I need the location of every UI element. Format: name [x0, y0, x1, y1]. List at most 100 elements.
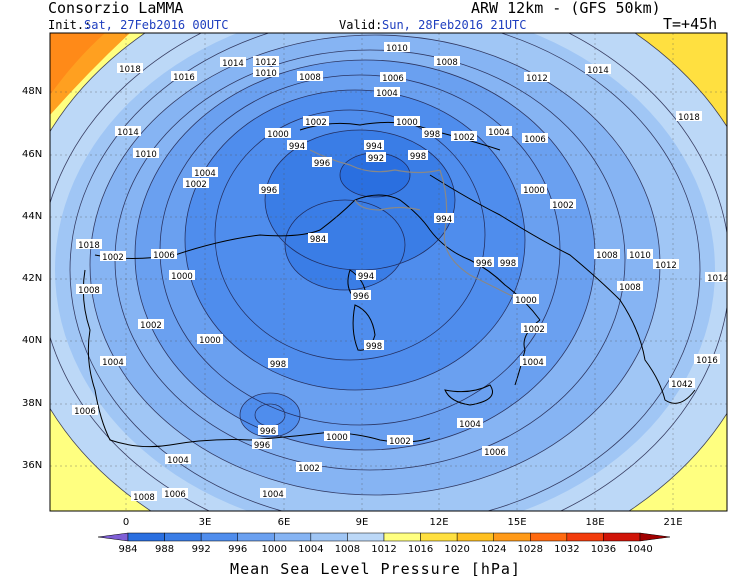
- isobar-label-bg: [192, 167, 218, 177]
- isobar-label: 994: [358, 272, 374, 282]
- isobar-label-bg: [384, 42, 410, 52]
- isobar-label-bg: [457, 418, 483, 428]
- isobar-label-bg: [115, 126, 141, 136]
- isobar-label: 1006: [153, 251, 175, 261]
- isobar-label-bg: [72, 405, 98, 415]
- colorbar-tick-label: 1040: [627, 544, 653, 555]
- isobar-label-bg: [521, 323, 547, 333]
- isobar-label: 1004: [102, 358, 124, 368]
- isobar-label: 1018: [678, 113, 700, 123]
- isobar-label-bg: [513, 294, 539, 304]
- isobar-label-bg: [486, 126, 512, 136]
- isobar-label: 1002: [552, 201, 574, 211]
- isobar-label-bg: [162, 488, 188, 498]
- isobar-label-bg: [252, 439, 272, 449]
- colorbar-swatch: [383, 532, 421, 542]
- isobar-label: 1018: [78, 241, 100, 251]
- isobar-label: 994: [289, 142, 305, 152]
- isobar-label: 1014: [707, 274, 729, 284]
- isobar-label-bg: [265, 128, 291, 138]
- colorbar-tick-label: 1004: [298, 544, 324, 555]
- isobar-label: 1002: [305, 118, 327, 128]
- colorbar-swatch: [164, 532, 202, 542]
- isobar-label: 1002: [523, 325, 545, 335]
- lat-label: 48N: [22, 86, 43, 97]
- forecast-lead: T=+45h: [663, 15, 718, 33]
- colorbar-tick-label: 988: [155, 544, 175, 555]
- isobar-label-bg: [268, 358, 288, 368]
- producer-title: Consorzio LaMMA: [48, 0, 184, 17]
- colorbar-swatch: [530, 532, 568, 542]
- isobar-label: 1004: [194, 169, 216, 179]
- isobar-label: 1000: [326, 433, 348, 443]
- isobar-label: 1008: [133, 493, 155, 503]
- isobar-label: 1006: [164, 490, 186, 500]
- isobar-label-bg: [312, 157, 332, 167]
- isobar-label-bg: [253, 56, 279, 66]
- isobar-label: 998: [366, 342, 382, 352]
- model-title: ARW 12km - (GFS 50km): [471, 0, 661, 17]
- isobar-label: 1002: [140, 321, 162, 331]
- isobar-label: 994: [366, 142, 382, 152]
- isobar-label: 1002: [453, 133, 475, 143]
- isobar-label: 1010: [386, 44, 408, 54]
- isobar-label: 998: [424, 130, 440, 140]
- isobar-label-bg: [482, 446, 508, 456]
- isobar-label-bg: [364, 340, 384, 350]
- isobar-label: 1010: [255, 69, 277, 79]
- colorbar-swatch: [603, 532, 641, 542]
- isobar-label-bg: [705, 272, 727, 282]
- colorbar-swatch: [493, 532, 531, 542]
- isobar-label-bg: [520, 356, 546, 366]
- lat-label: 44N: [22, 211, 43, 222]
- colorbar-tick-label: 1032: [554, 544, 580, 555]
- isobar-label-bg: [253, 67, 279, 77]
- isobar-label: 1018: [119, 65, 141, 75]
- isobar-label-bg: [296, 462, 322, 472]
- isobar-label: 1008: [78, 286, 100, 296]
- isobar-label: 996: [261, 186, 277, 196]
- isobar-label-bg: [76, 284, 102, 294]
- lon-label: 15E: [507, 517, 527, 528]
- isobar-label-bg: [258, 425, 278, 435]
- isobar-label-bg: [434, 56, 460, 66]
- isobar-label-bg: [100, 251, 126, 261]
- isobar-label: 1000: [515, 296, 537, 306]
- colorbar-swatch: [566, 532, 604, 542]
- lat-label: 46N: [22, 149, 43, 160]
- isobar-label: 1008: [436, 58, 458, 68]
- isobar-label: 1004: [376, 89, 398, 99]
- isobar-label-bg: [220, 57, 246, 67]
- lat-label: 38N: [22, 398, 43, 409]
- lon-label: 12E: [429, 517, 449, 528]
- isobar-label: 1014: [222, 59, 244, 69]
- isobar-label-bg: [653, 259, 679, 269]
- lat-label: 36N: [22, 460, 43, 471]
- isobar-label: 1002: [102, 253, 124, 263]
- lon-label: 21E: [663, 517, 683, 528]
- isobar-label: 994: [436, 215, 452, 225]
- isobar-label-bg: [100, 356, 126, 366]
- isobar-label: 1000: [171, 272, 193, 282]
- isobar-label-bg: [394, 116, 420, 126]
- valid-label: Valid:: [339, 18, 383, 32]
- isobar-label: 996: [476, 259, 492, 269]
- isobar-label: 992: [368, 154, 384, 164]
- colorbar-swatch: [310, 532, 348, 542]
- valid-value: Sun, 28Feb2016 21UTC: [382, 18, 527, 32]
- isobar-label: 1016: [173, 73, 195, 83]
- colorbar-swatch: [347, 532, 385, 542]
- isobar-label: 1008: [619, 283, 641, 293]
- isobar-label-bg: [627, 249, 653, 259]
- isobar-label-bg: [297, 71, 323, 81]
- isobar-label-bg: [522, 133, 548, 143]
- isobar-label-bg: [117, 63, 143, 73]
- isobar-label-bg: [374, 87, 400, 97]
- isobar-label: 1004: [262, 490, 284, 500]
- isobar-label-bg: [669, 378, 695, 388]
- isobar-label: 1008: [596, 251, 618, 261]
- isobar-label: 1006: [484, 448, 506, 458]
- isobar-label-bg: [324, 431, 350, 441]
- isobar-label: 1000: [396, 118, 418, 128]
